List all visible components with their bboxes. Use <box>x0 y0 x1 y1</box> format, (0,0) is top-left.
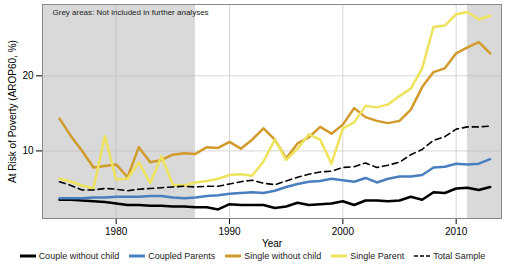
html-text:Couple without child: Couple without child <box>38 251 120 261</box>
html-text:Single Parent: Single Parent <box>350 251 405 261</box>
svg-text:2010: 2010 <box>445 226 468 237</box>
svg-text:At Risk of Poverty (AROP60, %): At Risk of Poverty (AROP60, %) <box>7 40 18 183</box>
svg-text:2000: 2000 <box>332 226 355 237</box>
svg-text:1990: 1990 <box>218 226 241 237</box>
svg-text:Year: Year <box>262 238 283 249</box>
html-text:Total Sample: Total Sample <box>433 251 486 261</box>
svg-text:20: 20 <box>22 70 34 81</box>
svg-text:1980: 1980 <box>105 226 128 237</box>
html-text:Single without child: Single without child <box>244 251 322 261</box>
svg-text:Grey areas: Not included in fu: Grey areas: Not included in further anal… <box>53 8 209 17</box>
svg-text:10: 10 <box>22 145 34 156</box>
html-text:Coupled Parents: Coupled Parents <box>148 251 216 261</box>
